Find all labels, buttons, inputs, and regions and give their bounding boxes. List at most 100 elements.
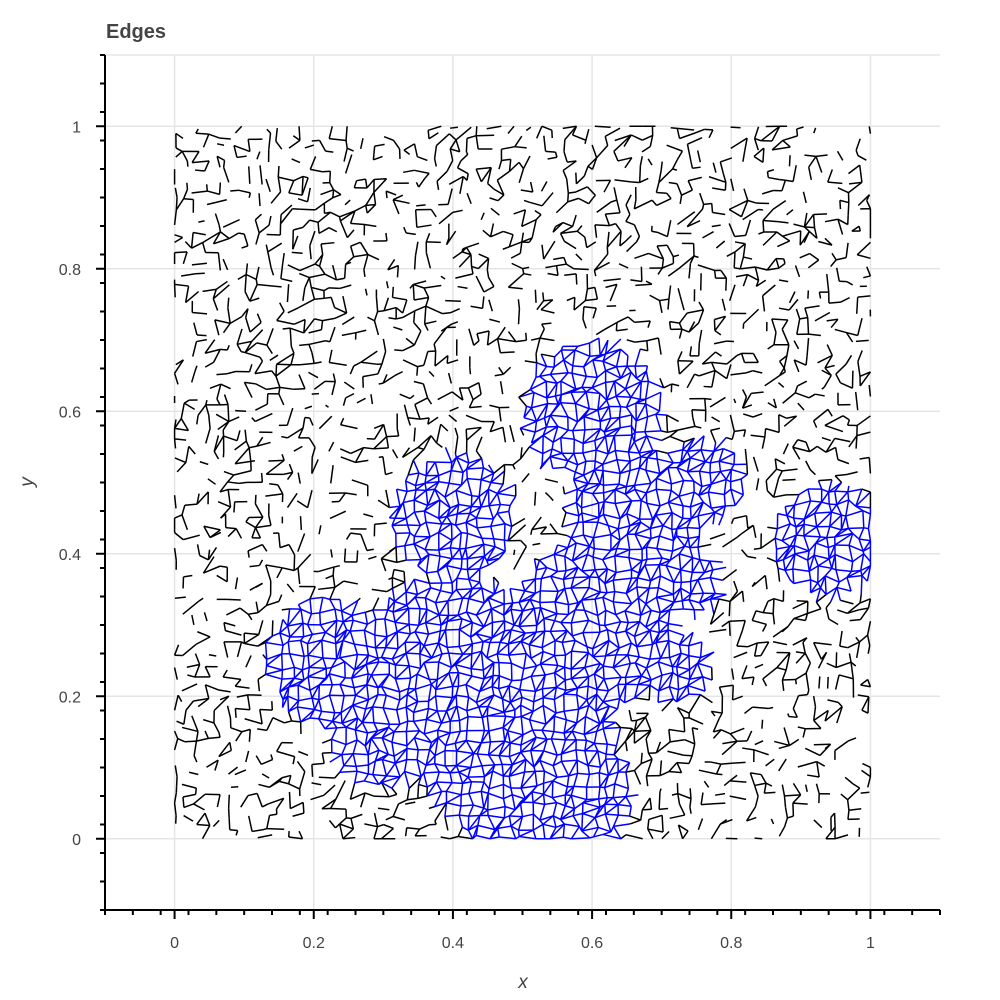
black-edge [455, 273, 474, 279]
black-edge [365, 191, 375, 206]
blue-edge [366, 684, 370, 700]
black-edge [671, 792, 678, 796]
black-edge [345, 256, 355, 265]
black-edge [471, 265, 479, 270]
blue-edge [449, 705, 458, 722]
black-edge [840, 382, 853, 389]
blue-edge [560, 429, 569, 439]
blue-edge [612, 572, 617, 581]
blue-edge [575, 402, 590, 410]
blue-edge [430, 737, 439, 744]
black-edge [541, 125, 553, 131]
blue-edge [810, 587, 821, 594]
black-edge [489, 426, 504, 433]
blue-edge [795, 523, 805, 536]
blue-edge [440, 710, 448, 724]
black-edge [332, 575, 336, 588]
blue-edge [572, 812, 583, 817]
black-edge [683, 437, 695, 443]
blue-edge [719, 471, 727, 480]
blue-edge [595, 694, 598, 712]
blue-edge [584, 742, 595, 752]
blue-edge [561, 749, 577, 755]
blue-edge [669, 601, 675, 611]
blue-edge [426, 718, 442, 724]
blue-edge [581, 554, 589, 572]
blue-edge [584, 662, 601, 669]
blue-edge [343, 753, 354, 767]
black-edge [413, 143, 419, 157]
blue-edge [827, 547, 830, 559]
blue-edge [413, 543, 422, 560]
blue-edge [550, 738, 558, 756]
black-edge [173, 373, 179, 385]
blue-edge [688, 641, 703, 647]
blue-edge [456, 750, 474, 755]
blue-edge [449, 771, 460, 774]
black-edge [699, 192, 705, 205]
blue-edge [564, 785, 575, 796]
blue-edge [357, 653, 369, 656]
black-edge [500, 351, 515, 354]
blue-edge [615, 614, 622, 623]
blue-edge [530, 665, 538, 677]
blue-edge [529, 446, 544, 455]
black-edge [414, 209, 418, 228]
black-edge [308, 329, 322, 334]
blue-edge [434, 488, 441, 501]
blue-edge [638, 457, 649, 469]
blue-edge [599, 624, 605, 627]
blue-edge [457, 611, 467, 616]
black-edge [698, 301, 705, 311]
blue-edge [355, 729, 368, 734]
blue-edge [580, 587, 590, 601]
black-edge [299, 272, 310, 279]
blue-edge [461, 548, 467, 560]
blue-edge [518, 391, 535, 398]
black-edge [394, 370, 403, 377]
blue-edge [586, 798, 599, 801]
blue-edge [540, 353, 548, 367]
black-edge [406, 232, 416, 236]
black-edge [321, 241, 335, 245]
blue-edge [437, 629, 447, 644]
black-edge [286, 419, 290, 426]
blue-edge [517, 830, 520, 837]
black-edge [373, 424, 385, 440]
black-edge [219, 565, 228, 569]
black-edge [733, 761, 746, 764]
blue-edge [508, 758, 527, 777]
black-edge [792, 695, 800, 709]
blue-edge [577, 772, 590, 776]
blue-edge [689, 662, 699, 671]
blue-edge [413, 499, 428, 507]
black-edge [468, 328, 475, 346]
black-edge [556, 263, 567, 267]
blue-edge [405, 731, 408, 746]
black-edge [792, 600, 809, 610]
black-edge [797, 380, 808, 387]
blue-edge [448, 652, 463, 656]
black-edge [383, 823, 394, 830]
blue-edge [466, 457, 483, 470]
blue-edge [490, 470, 506, 484]
blue-edge [446, 647, 450, 654]
blue-edge [657, 657, 662, 663]
blue-edge [615, 388, 626, 397]
blue-edge [434, 737, 439, 756]
blue-edge [539, 819, 544, 825]
blue-edge [367, 618, 377, 625]
blue-edge [826, 526, 831, 538]
blue-edge [437, 732, 451, 739]
black-edge [291, 251, 303, 255]
blue-edge [572, 421, 579, 431]
blue-edge [552, 815, 561, 821]
blue-edge [508, 654, 513, 664]
blue-edge [282, 619, 289, 627]
blue-edge [522, 729, 533, 736]
blue-edge [542, 434, 554, 443]
black-edge [818, 240, 833, 246]
blue-edge [575, 694, 580, 710]
blue-edge [451, 456, 457, 464]
blue-edge [509, 588, 514, 604]
